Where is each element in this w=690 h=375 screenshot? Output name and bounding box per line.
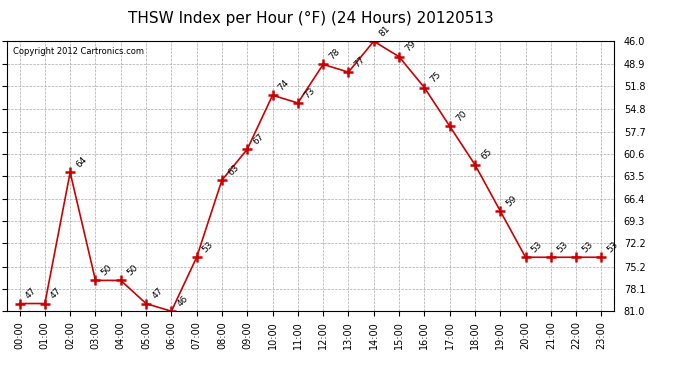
Text: 64: 64 [75, 155, 89, 170]
Text: 78: 78 [327, 47, 342, 62]
Text: 50: 50 [99, 263, 114, 278]
Text: 79: 79 [403, 39, 417, 54]
Text: 63: 63 [226, 163, 241, 177]
Text: 50: 50 [125, 263, 139, 278]
Text: 53: 53 [580, 240, 595, 255]
Text: 47: 47 [150, 286, 165, 301]
Text: THSW Index per Hour (°F) (24 Hours) 20120513: THSW Index per Hour (°F) (24 Hours) 2012… [128, 11, 493, 26]
Text: 70: 70 [454, 109, 469, 123]
Text: 81: 81 [378, 24, 393, 39]
Text: 73: 73 [302, 86, 317, 100]
Text: 47: 47 [23, 286, 38, 301]
Text: 75: 75 [428, 70, 443, 85]
Text: 47: 47 [49, 286, 63, 301]
Text: 77: 77 [353, 55, 367, 69]
Text: 53: 53 [555, 240, 569, 255]
Text: 74: 74 [277, 78, 291, 93]
Text: 65: 65 [479, 147, 493, 162]
Text: 46: 46 [175, 294, 190, 309]
Text: 53: 53 [201, 240, 215, 255]
Text: 53: 53 [606, 240, 620, 255]
Text: Copyright 2012 Cartronics.com: Copyright 2012 Cartronics.com [13, 46, 144, 56]
Text: 53: 53 [530, 240, 544, 255]
Text: 67: 67 [251, 132, 266, 147]
Text: 59: 59 [504, 194, 519, 208]
